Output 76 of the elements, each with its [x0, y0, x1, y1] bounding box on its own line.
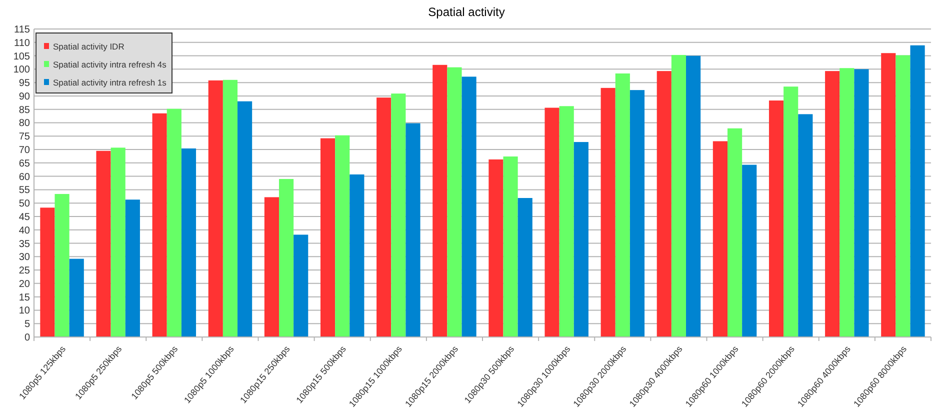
- bar: [574, 142, 588, 337]
- y-tick-label: 110: [14, 38, 30, 49]
- bar: [712, 141, 728, 337]
- bar: [462, 76, 476, 337]
- y-tick-label: 80: [18, 118, 30, 130]
- y-tick-label: 25: [18, 266, 30, 277]
- chart-title: Spatial activity: [428, 5, 505, 19]
- bar: [615, 73, 630, 337]
- bar: [559, 106, 574, 337]
- bar: [518, 198, 532, 337]
- bar: [208, 80, 223, 337]
- bar: [840, 68, 854, 337]
- bar: [350, 174, 364, 337]
- y-tick-label: 90: [18, 91, 30, 102]
- bar: [881, 53, 896, 337]
- bar: [686, 56, 701, 337]
- y-tick-label: 0: [24, 332, 30, 344]
- bar: [630, 90, 645, 337]
- bar: [544, 108, 560, 337]
- y-tick-label: 5: [24, 319, 30, 330]
- y-tick-label: 65: [18, 158, 30, 170]
- bar: [54, 194, 70, 337]
- bar: [335, 135, 350, 337]
- bar: [488, 159, 504, 337]
- bar: [825, 71, 840, 337]
- bar: [406, 123, 420, 337]
- bar: [69, 258, 84, 337]
- y-tick-label: 70: [18, 145, 30, 156]
- bar: [671, 54, 686, 337]
- bar: [432, 64, 448, 337]
- y-tick-label: 15: [18, 292, 30, 304]
- y-tick-label: 100: [13, 64, 30, 76]
- y-tick-label: 115: [14, 24, 30, 36]
- y-tick-label: 75: [18, 132, 30, 143]
- y-tick-label: 50: [18, 198, 30, 210]
- y-tick-label: 60: [18, 172, 30, 183]
- bar: [910, 45, 925, 337]
- y-tick-label: 30: [18, 252, 30, 264]
- bar: [798, 114, 813, 337]
- bar: [656, 71, 672, 337]
- y-tick-label: 45: [18, 212, 30, 223]
- bar: [125, 200, 140, 337]
- bar: [320, 138, 336, 337]
- bar: [391, 94, 406, 337]
- legend-label: Spatial activity intra refresh 1s: [53, 78, 166, 88]
- bar: [727, 128, 742, 337]
- bar: [447, 67, 462, 337]
- bar: [152, 113, 167, 337]
- bar: [854, 69, 869, 337]
- bar: [264, 197, 279, 337]
- y-tick-label: 10: [18, 306, 30, 317]
- legend-label: Spatial activity intra refresh 4s: [53, 60, 166, 70]
- bar: [294, 234, 308, 337]
- bar: [503, 156, 518, 337]
- bar: [600, 88, 616, 337]
- y-tick-label: 20: [18, 278, 30, 290]
- y-tick-label: 35: [18, 238, 30, 250]
- y-tick-label: 40: [18, 225, 30, 236]
- bar: [896, 55, 910, 337]
- bar: [768, 100, 784, 337]
- bar: [222, 80, 238, 337]
- bar: [166, 108, 182, 337]
- y-tick-label: 105: [13, 51, 30, 62]
- y-tick-label: 55: [18, 185, 30, 196]
- bar: [181, 148, 196, 337]
- bar: [742, 164, 757, 337]
- bar: [110, 148, 126, 337]
- bar: [40, 208, 55, 337]
- bar: [784, 86, 798, 337]
- legend-label: Spatial activity IDR: [53, 42, 124, 52]
- y-tick-label: 95: [18, 78, 30, 90]
- bar: [278, 178, 294, 337]
- bar: [376, 98, 392, 337]
- bar: [96, 150, 111, 337]
- bar: [238, 101, 252, 337]
- y-tick-label: 85: [18, 104, 30, 116]
